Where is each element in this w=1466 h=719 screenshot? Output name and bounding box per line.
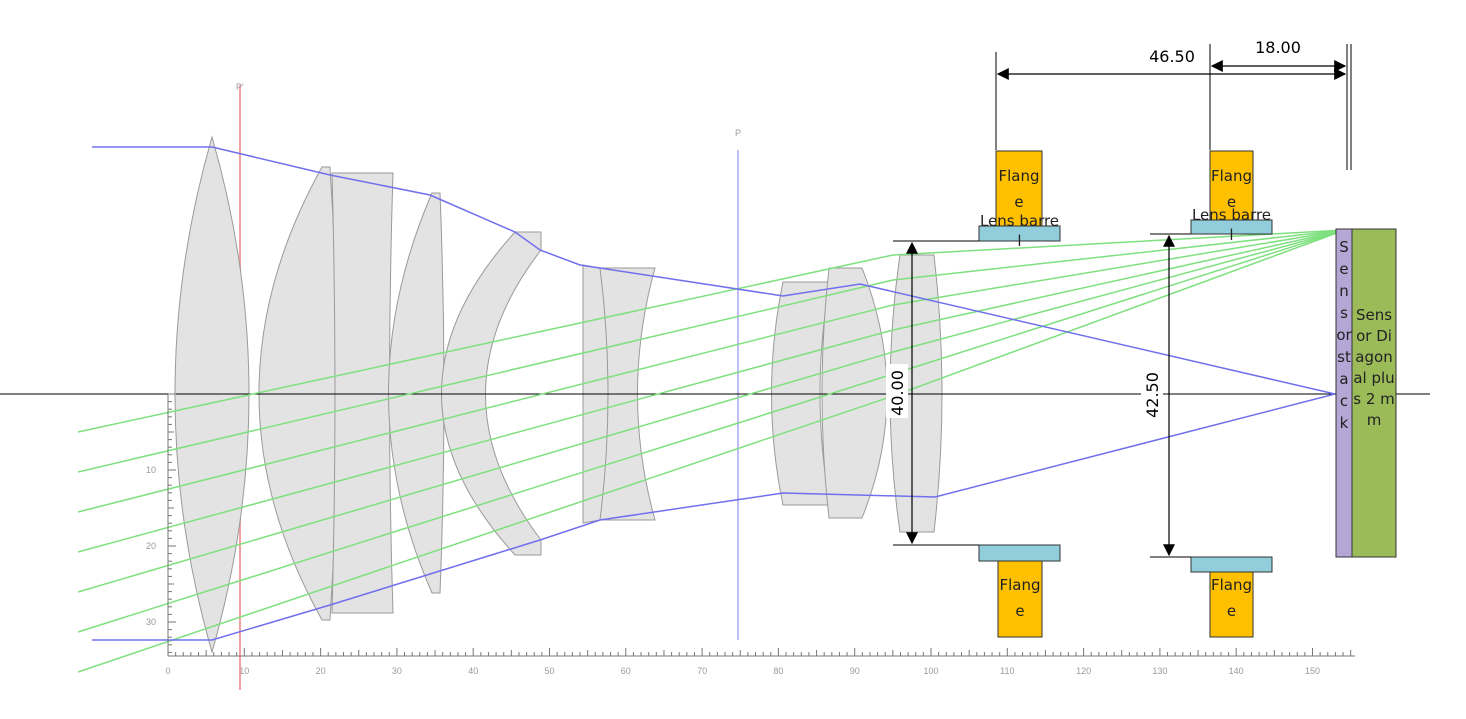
y-tick-label: 10: [146, 465, 156, 475]
lens-barrel: [1190, 556, 1273, 573]
x-tick-label: 100: [923, 666, 938, 676]
flange-label: Flange: [998, 167, 1040, 211]
dimension-label: 18.00: [1255, 38, 1301, 57]
marginal-ray: [92, 146, 1336, 395]
dimension-lines: [893, 44, 1352, 558]
x-tick-label: 110: [1000, 666, 1014, 676]
x-tick-label: 50: [544, 666, 554, 676]
x-tick-label: 0: [165, 666, 170, 676]
y-tick-label: 20: [146, 541, 156, 551]
barrel-label: Lens barrel: [1191, 206, 1272, 244]
label-bg: [886, 364, 908, 418]
lens: [441, 231, 542, 556]
flange: [995, 150, 1043, 229]
flange: [1209, 571, 1254, 638]
flange: [997, 560, 1043, 638]
ray: [77, 229, 1346, 553]
barrel-label: Lens barrel: [979, 212, 1060, 250]
lens-barrel: [978, 225, 1061, 242]
lens-barrel: [978, 544, 1061, 562]
flange-label: Flange: [1210, 576, 1252, 620]
x-tick-label: 20: [316, 666, 326, 676]
sensor-label: Sensor Diagonal plus 2 mm: [1353, 306, 1395, 429]
dimension-label: 46.50: [1149, 47, 1195, 66]
x-tick-label: 150: [1305, 666, 1320, 676]
flange-label: Flange: [1210, 167, 1252, 211]
x-tick-label: 90: [850, 666, 860, 676]
y-tick-label: 30: [146, 617, 156, 627]
x-tick-label: 60: [621, 666, 631, 676]
x-tick-label: 80: [773, 666, 783, 676]
x-tick-label: 10: [239, 666, 249, 676]
sensor: [1351, 228, 1397, 558]
dimension-label: 40.00: [888, 370, 907, 416]
marker-label: P: [735, 128, 741, 138]
ray: [77, 229, 1346, 433]
ray: [77, 229, 1346, 593]
dimension-label: 42.50: [1143, 372, 1162, 418]
x-tick-label: 70: [697, 666, 707, 676]
ray: [77, 229, 1346, 513]
lens: [331, 172, 394, 614]
ray: [77, 229, 1346, 473]
x-tick-label: 130: [1152, 666, 1167, 676]
x-tick-label: 120: [1076, 666, 1091, 676]
lens: [821, 267, 888, 519]
flange-label: Flange: [999, 576, 1041, 620]
x-tick-label: 140: [1229, 666, 1244, 676]
x-tick-label: 30: [392, 666, 402, 676]
label-bg: [1141, 366, 1163, 422]
sensor-stack-label: Sensor stack: [1336, 238, 1352, 432]
marker-label: P': [236, 82, 244, 92]
flange: [1209, 150, 1254, 222]
lens-barrel: [1190, 219, 1273, 235]
x-tick-label: 40: [468, 666, 478, 676]
ruler: [167, 393, 1355, 657]
